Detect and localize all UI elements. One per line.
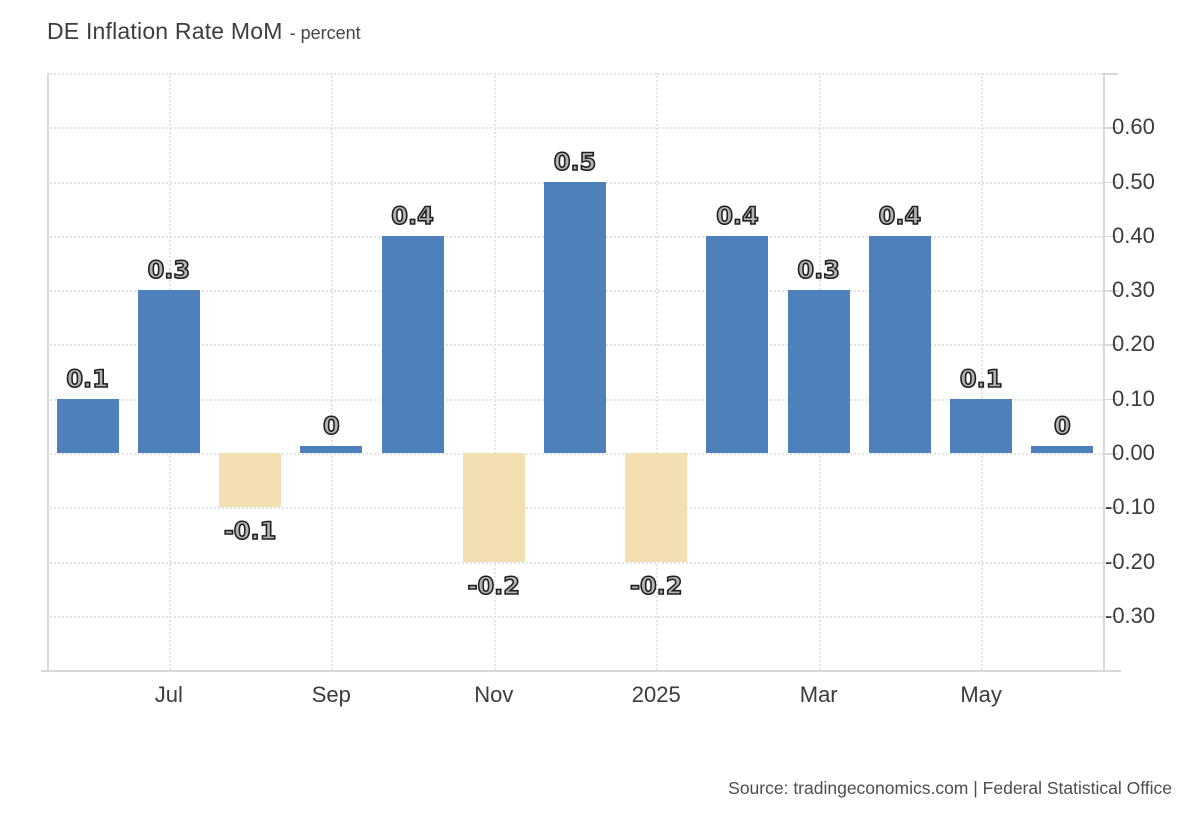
h-gridline	[47, 561, 1103, 564]
y-axis-tick	[1103, 344, 1118, 346]
y-axis-tick	[1103, 73, 1118, 75]
chart-title: DE Inflation Rate MoM - percent	[47, 18, 361, 45]
x-tick-label: Jul	[154, 682, 183, 707]
bar-value-label: -0.2	[467, 571, 521, 600]
v-gridline	[493, 73, 496, 670]
bottom-axis-line	[41, 670, 1121, 672]
y-tick-label: 0.50	[1112, 168, 1155, 194]
bar-value-label: -0.2	[629, 571, 683, 600]
bar	[1031, 446, 1094, 453]
y-axis-tick	[1103, 290, 1118, 292]
bar-value-label: 0	[1053, 412, 1071, 440]
source-attribution: Source: tradingeconomics.com | Federal S…	[728, 778, 1172, 798]
bar-value-label: 0.3	[797, 256, 841, 285]
bar	[300, 446, 363, 453]
bar-value-label: 0.3	[147, 256, 191, 285]
y-axis-tick	[1103, 615, 1118, 618]
bar	[706, 235, 769, 453]
bar	[625, 453, 688, 562]
chart-title-main: DE Inflation Rate MoM	[47, 18, 283, 44]
y-tick-label: 0.40	[1112, 222, 1155, 248]
y-axis-tick	[1103, 398, 1118, 401]
y-tick-label: -0.10	[1105, 494, 1156, 520]
bar-value-label: -0.1	[223, 517, 277, 546]
chart-title-unit: - percent	[289, 23, 361, 43]
h-gridline	[47, 507, 1103, 510]
y-axis-tick	[1103, 127, 1118, 129]
bar-value-label: 0	[322, 412, 340, 440]
bar	[381, 235, 444, 453]
y-tick-label: 0.30	[1112, 277, 1155, 303]
x-tick-label: Mar	[799, 682, 838, 707]
bar	[137, 290, 200, 453]
v-gridline	[656, 73, 659, 670]
bar	[462, 453, 525, 562]
left-axis-line	[47, 73, 49, 670]
v-gridline	[331, 73, 334, 670]
y-tick-label: 0.20	[1112, 331, 1155, 357]
y-axis-tick	[1103, 507, 1118, 509]
plot-area: 0.1 0.3 -0.1 0 0.4 -0.2 0.5 -0.2 0.4 0.3 0.4 0.1 0 0.…	[41, 73, 1155, 707]
bar	[219, 453, 282, 508]
bar	[950, 398, 1013, 453]
y-axis-tick	[1103, 181, 1118, 183]
bar-value-label: 0.4	[878, 201, 922, 230]
x-tick-label: 2025	[631, 682, 681, 707]
x-tick-label: Nov	[474, 682, 514, 707]
y-tick-label: -0.20	[1105, 548, 1156, 574]
bar	[787, 290, 850, 453]
h-gridline	[47, 453, 1103, 455]
v-gridline	[981, 73, 984, 670]
bar	[56, 398, 119, 453]
h-gridline	[47, 127, 1103, 130]
y-axis-tick	[1103, 561, 1118, 564]
bar-value-label: 0.1	[959, 364, 1003, 393]
h-gridline	[47, 615, 1103, 618]
bar-value-label: 0.4	[390, 201, 434, 230]
right-axis-line	[1103, 73, 1105, 670]
bar-value-label: 0.5	[553, 147, 597, 176]
h-gridline	[47, 73, 1103, 75]
x-tick-label: Sep	[311, 682, 351, 707]
bar-value-label: 0.4	[715, 201, 759, 230]
y-tick-label: 0.00	[1112, 440, 1155, 465]
y-axis-tick	[1103, 453, 1118, 455]
y-tick-label: 0.10	[1112, 385, 1155, 411]
y-tick-label: -0.30	[1105, 602, 1156, 628]
y-tick-label: 0.60	[1112, 114, 1155, 140]
bar	[868, 235, 931, 453]
bar	[544, 181, 606, 453]
y-axis-tick	[1103, 235, 1118, 238]
x-tick-label: May	[960, 682, 1002, 707]
bar-value-label: 0.1	[66, 364, 110, 393]
